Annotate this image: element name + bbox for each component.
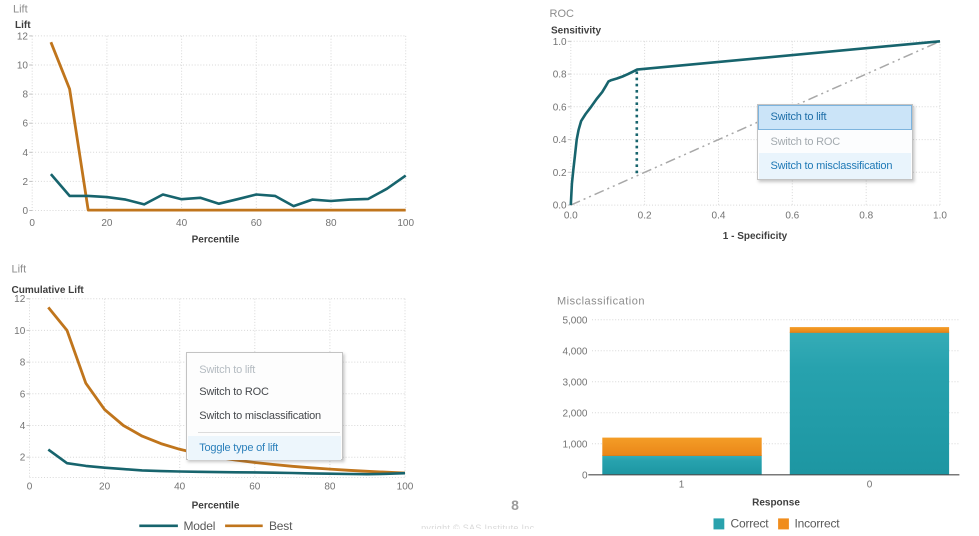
- svg-text:2: 2: [20, 453, 26, 464]
- svg-text:Cumulative Lift: Cumulative Lift: [12, 285, 85, 296]
- svg-text:8: 8: [20, 358, 26, 369]
- svg-text:60: 60: [249, 482, 261, 493]
- svg-text:0: 0: [867, 480, 873, 491]
- svg-text:1.0: 1.0: [933, 211, 947, 222]
- svg-text:10: 10: [14, 326, 26, 337]
- svg-text:0: 0: [582, 470, 588, 481]
- svg-text:0.4: 0.4: [553, 135, 567, 146]
- svg-text:12: 12: [14, 294, 26, 305]
- svg-text:1 - Specificity: 1 - Specificity: [723, 231, 788, 242]
- svg-text:3,000: 3,000: [562, 377, 587, 388]
- svg-text:2: 2: [22, 177, 28, 188]
- svg-text:Lift: Lift: [15, 20, 31, 31]
- svg-text:100: 100: [397, 482, 414, 493]
- svg-text:0: 0: [27, 482, 33, 493]
- svg-text:Lift: Lift: [13, 4, 28, 16]
- svg-text:20: 20: [99, 482, 111, 493]
- svg-text:Lift: Lift: [12, 264, 27, 276]
- svg-text:100: 100: [397, 218, 414, 229]
- svg-text:4,000: 4,000: [562, 346, 587, 357]
- svg-text:Best: Best: [269, 519, 293, 533]
- svg-text:5,000: 5,000: [562, 315, 587, 326]
- svg-text:0.6: 0.6: [785, 211, 799, 222]
- svg-text:Percentile: Percentile: [192, 501, 240, 512]
- svg-text:40: 40: [174, 482, 186, 493]
- svg-text:40: 40: [176, 218, 188, 229]
- svg-text:10: 10: [17, 61, 29, 72]
- svg-text:20: 20: [101, 218, 113, 229]
- svg-text:0.0: 0.0: [553, 201, 567, 212]
- svg-text:1,000: 1,000: [562, 439, 587, 450]
- svg-text:1: 1: [679, 480, 685, 491]
- svg-text:0: 0: [22, 206, 28, 217]
- svg-text:0.8: 0.8: [553, 70, 567, 81]
- svg-text:Misclassification: Misclassification: [557, 296, 645, 308]
- svg-text:Percentile: Percentile: [192, 235, 240, 246]
- svg-text:0.2: 0.2: [553, 168, 567, 179]
- svg-text:Sensitivity: Sensitivity: [551, 26, 601, 37]
- svg-text:2,000: 2,000: [562, 408, 587, 419]
- svg-text:0.4: 0.4: [712, 211, 726, 222]
- svg-text:ROC: ROC: [550, 8, 575, 20]
- svg-text:1.0: 1.0: [553, 37, 567, 48]
- svg-text:12: 12: [17, 31, 29, 42]
- svg-text:0: 0: [29, 218, 35, 229]
- svg-text:0.6: 0.6: [553, 102, 567, 113]
- svg-text:Correct: Correct: [731, 517, 770, 531]
- svg-text:0.0: 0.0: [564, 211, 578, 222]
- svg-text:4: 4: [22, 148, 28, 159]
- svg-text:Model: Model: [184, 519, 216, 533]
- svg-text:6: 6: [20, 389, 26, 400]
- svg-text:60: 60: [251, 218, 263, 229]
- svg-text:0.2: 0.2: [638, 211, 652, 222]
- svg-text:4: 4: [20, 421, 26, 432]
- svg-text:8: 8: [22, 90, 28, 101]
- svg-text:Response: Response: [752, 498, 800, 509]
- svg-text:80: 80: [324, 482, 336, 493]
- svg-text:0.8: 0.8: [859, 211, 873, 222]
- svg-text:6: 6: [22, 119, 28, 130]
- svg-text:80: 80: [325, 218, 337, 229]
- svg-text:Incorrect: Incorrect: [795, 517, 841, 531]
